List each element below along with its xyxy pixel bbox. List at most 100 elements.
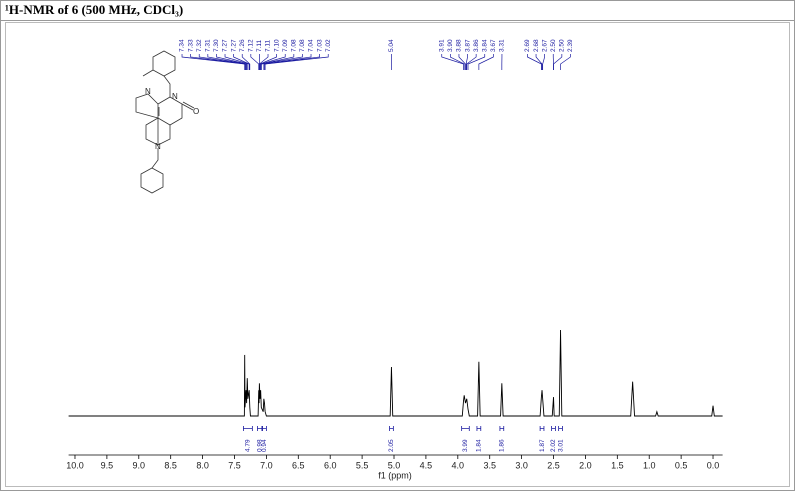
bond	[163, 75, 171, 97]
peak-label: 3.31	[499, 39, 506, 52]
peak-connector	[264, 54, 320, 70]
peak-label: 2.69	[524, 39, 531, 52]
peak-label: 3.86	[473, 39, 480, 52]
peak-connector	[207, 54, 247, 70]
peak-connector	[181, 54, 246, 70]
integral-label: 3.99	[462, 439, 469, 452]
x-tick-label: 7.0	[260, 460, 273, 470]
peak-label: 2.67	[541, 39, 548, 52]
peak-label: 7.31	[205, 39, 212, 52]
peak-connector	[198, 54, 247, 70]
peak-label: 2.50	[559, 39, 566, 52]
peak-connector	[250, 54, 260, 70]
x-tick-label: 3.5	[483, 460, 496, 470]
integral-label: 4.79	[245, 439, 252, 452]
peak-connector	[535, 54, 543, 70]
peak-label: 2.50	[550, 39, 557, 52]
integral-bracket	[461, 426, 470, 431]
peak-label: 7.02	[325, 39, 332, 52]
x-tick-label: 0.5	[675, 460, 688, 470]
integral-label: 0.98	[256, 439, 263, 452]
peak-connector	[478, 54, 494, 70]
peak-label: 3.67	[490, 39, 497, 52]
peak-label: 7.12	[248, 39, 255, 52]
peak-label: 7.09	[282, 39, 289, 52]
x-axis-label: f1 (ppm)	[378, 470, 412, 480]
x-tick-label: 6.0	[324, 460, 337, 470]
x-tick-label: 4.0	[452, 460, 465, 470]
peak-label: 7.33	[187, 39, 194, 52]
peak-connector	[190, 54, 246, 70]
x-tick-label: 2.5	[547, 460, 560, 470]
peak-label: 3.87	[464, 39, 471, 52]
peak-label: 7.26	[239, 39, 246, 52]
peak-label: 3.84	[481, 39, 488, 52]
peak-label: 7.34	[179, 39, 186, 52]
peak-label: 7.11	[256, 39, 263, 52]
x-tick-label: 1.5	[611, 460, 624, 470]
peak-connector	[259, 54, 277, 70]
peak-connector	[441, 54, 464, 70]
peak-label: 7.08	[291, 39, 298, 52]
ring	[140, 167, 164, 194]
peak-label: 2.68	[533, 39, 540, 52]
peak-connector	[466, 54, 477, 70]
peak-label: 5.04	[388, 39, 395, 52]
integral-bracket	[257, 426, 263, 431]
peak-connector	[260, 54, 303, 70]
x-tick-label: 0.0	[707, 460, 720, 470]
peak-label: 3.90	[447, 39, 454, 52]
peak-connector	[467, 54, 486, 70]
integral-bracket	[389, 426, 394, 431]
peak-label: 7.04	[308, 39, 315, 52]
peak-label: 7.10	[273, 39, 280, 52]
x-tick-label: 3.0	[515, 460, 528, 470]
peak-connector	[542, 54, 545, 70]
integral-bracket	[539, 426, 545, 431]
integral-label: 0.94	[261, 439, 268, 452]
x-tick-label: 6.5	[292, 460, 305, 470]
peak-connector	[449, 54, 465, 70]
atom-label: N	[172, 92, 178, 101]
bond	[181, 103, 194, 111]
peak-connector	[560, 54, 571, 70]
atom-label: N	[155, 142, 161, 151]
peak-connector	[264, 54, 329, 70]
atom-label: N	[145, 87, 151, 96]
peak-connector	[465, 54, 468, 70]
integral-label: 2.05	[388, 439, 395, 452]
peak-label: 7.27	[230, 39, 237, 52]
bond	[135, 93, 159, 119]
x-tick-label: 5.0	[388, 460, 401, 470]
integral-label: 1.84	[476, 439, 483, 452]
peak-label: 7.03	[316, 39, 323, 52]
peak-connector	[458, 54, 466, 70]
x-tick-label: 10.0	[66, 460, 84, 470]
peak-label: 7.08	[299, 39, 306, 52]
peak-connector	[233, 54, 250, 70]
integral-label: 2.02	[550, 439, 557, 452]
bond	[157, 125, 171, 146]
bond	[151, 148, 159, 169]
x-tick-label: 9.5	[101, 460, 114, 470]
peak-connector	[553, 54, 563, 70]
peak-label: 3.91	[438, 39, 445, 52]
bond	[182, 101, 195, 109]
x-tick-label: 8.5	[164, 460, 177, 470]
peak-connector	[259, 54, 269, 70]
peak-label: 7.27	[222, 39, 229, 52]
chart-title: ¹H-NMR of 6 (500 MHz, CDCl₃)	[5, 2, 183, 17]
peak-label: 2.39	[567, 39, 574, 52]
x-tick-label: 1.0	[643, 460, 656, 470]
integral-bracket	[551, 426, 556, 431]
peak-connector	[216, 54, 248, 70]
peak-label: 3.88	[456, 39, 463, 52]
peak-connector	[241, 54, 251, 70]
peak-connector	[527, 54, 542, 70]
integral-bracket	[499, 426, 505, 431]
x-tick-label: 7.5	[228, 460, 241, 470]
integral-label: 3.01	[557, 439, 564, 452]
